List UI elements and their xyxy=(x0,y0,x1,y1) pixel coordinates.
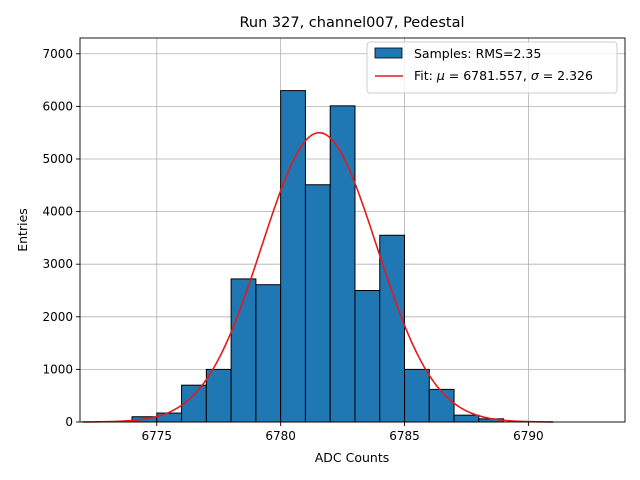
x-axis-label: ADC Counts xyxy=(315,450,390,465)
y-axis-label: Entries xyxy=(15,208,30,252)
legend-fit-sigma-value: = 2.326 xyxy=(539,68,593,83)
y-tick-label: 4000 xyxy=(42,205,73,219)
y-tick-label: 2000 xyxy=(42,310,73,324)
y-tick-label: 3000 xyxy=(42,257,73,271)
histogram-bar xyxy=(205,368,232,423)
legend-label-samples: Samples: RMS=2.35 xyxy=(414,46,541,61)
histogram-bar xyxy=(255,284,282,423)
y-tick-label: 0 xyxy=(65,415,73,429)
histogram-bar xyxy=(280,90,306,423)
x-tick-label: 6775 xyxy=(142,429,173,443)
legend-fit-prefix: Fit: xyxy=(414,68,437,83)
legend-frame xyxy=(366,41,618,94)
y-tick-label: 5000 xyxy=(42,152,73,166)
plot-frame xyxy=(79,37,626,423)
y-tick-label: 7000 xyxy=(42,47,73,61)
legend-fit-mu-value: = 6781.557, xyxy=(445,68,531,83)
y-axis-ticks: 0 1000 2000 3000 4000 5000 6000 7000 xyxy=(42,47,80,429)
x-tick-label: 6780 xyxy=(265,429,296,443)
histogram-bar xyxy=(181,384,207,423)
x-axis-ticks: 6775 6780 6785 6790 xyxy=(142,422,544,443)
legend-label-fit: Fit: μ = 6781.557, σ = 2.326 xyxy=(414,68,593,83)
legend: Samples: RMS=2.35 Fit: μ = 6781.557, σ =… xyxy=(366,41,618,94)
fit-curve-layer xyxy=(82,131,554,423)
chart-title: Run 327, channel007, Pedestal xyxy=(239,15,464,31)
histogram-bar xyxy=(453,414,480,423)
x-tick-label: 6785 xyxy=(389,429,420,443)
legend-swatch-samples xyxy=(374,47,403,59)
histogram-bar xyxy=(379,234,406,423)
histogram-bar xyxy=(304,184,331,423)
histogram-bar xyxy=(404,368,430,423)
histogram-bar xyxy=(354,289,381,423)
x-tick-label: 6790 xyxy=(513,429,544,443)
y-tick-label: 6000 xyxy=(42,99,73,113)
histogram-bars xyxy=(131,90,505,423)
histogram-bar xyxy=(156,412,183,423)
legend-fit-sigma-symbol: σ xyxy=(531,68,540,83)
histogram-bar xyxy=(329,105,356,423)
fit-curve xyxy=(82,131,554,423)
histogram-bar xyxy=(428,388,455,423)
legend-fit-mu-symbol: μ xyxy=(436,68,445,83)
y-tick-label: 1000 xyxy=(42,362,73,376)
